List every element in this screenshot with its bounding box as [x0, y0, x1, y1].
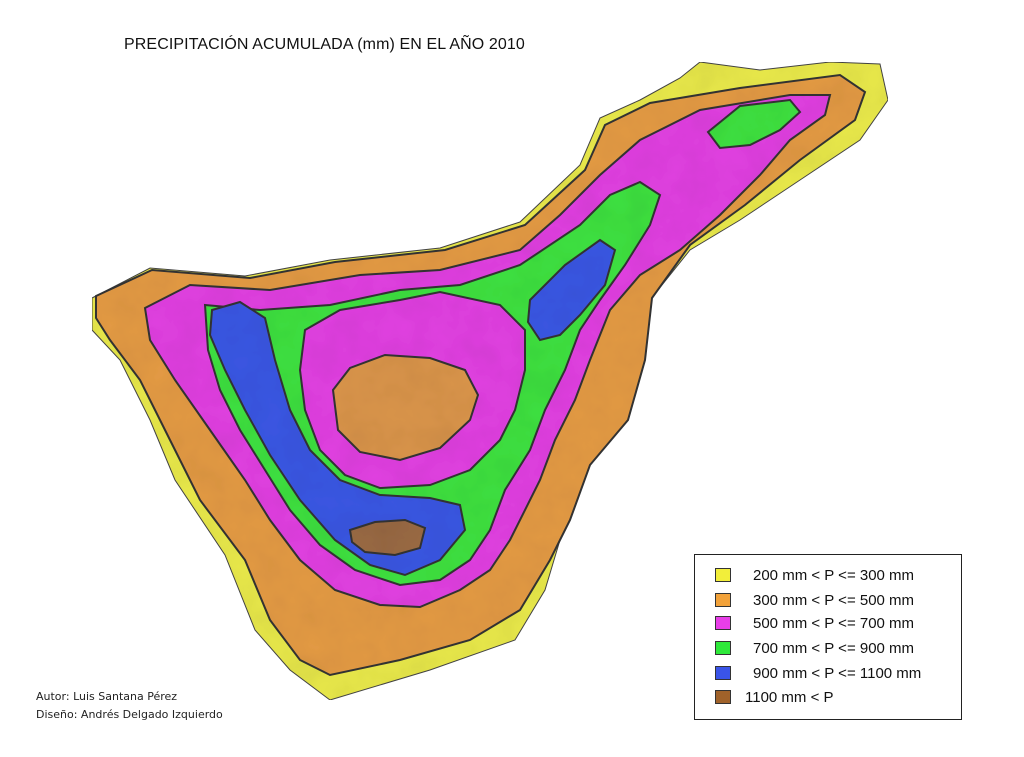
- legend-label: 900 mm < P <= 1100 mm: [753, 664, 922, 682]
- legend: 200 mm < P <= 300 mm 300 mm < P <= 500 m…: [694, 554, 962, 720]
- zone-900-1100-west: [208, 300, 467, 577]
- legend-item: 900 mm < P <= 1100 mm: [715, 663, 921, 683]
- zone-300-500-summit: [331, 353, 480, 462]
- legend-item: 700 mm < P <= 900 mm: [715, 638, 914, 658]
- design-credit: Diseño: Andrés Delgado Izquierdo: [36, 708, 223, 721]
- legend-item: 200 mm < P <= 300 mm: [715, 565, 914, 585]
- legend-swatch: [715, 593, 731, 607]
- legend-label: 500 mm < P <= 700 mm: [753, 614, 915, 632]
- zone-1100-plus: [348, 518, 427, 557]
- zone-900-1100-ne: [526, 238, 617, 342]
- legend-label: 700 mm < P <= 900 mm: [753, 639, 915, 657]
- credits: Autor: Luis Santana Pérez Diseño: Andrés…: [36, 688, 223, 724]
- legend-swatch: [715, 690, 731, 704]
- legend-label: 1100 mm < P: [745, 688, 834, 706]
- legend-swatch: [715, 616, 731, 630]
- legend-item: 300 mm < P <= 500 mm: [715, 590, 914, 610]
- map-title: PRECIPITACIÓN ACUMULADA (mm) EN EL AÑO 2…: [124, 36, 525, 53]
- legend-label: 300 mm < P <= 500 mm: [753, 591, 915, 609]
- legend-item: 1100 mm < P: [715, 687, 834, 707]
- legend-swatch: [715, 568, 731, 582]
- legend-label: 200 mm < P <= 300 mm: [753, 566, 915, 584]
- legend-swatch: [715, 641, 731, 655]
- legend-swatch: [715, 666, 731, 680]
- legend-item: 500 mm < P <= 700 mm: [715, 613, 914, 633]
- zone-700-900-east: [706, 98, 802, 150]
- author-credit: Autor: Luis Santana Pérez: [36, 690, 178, 703]
